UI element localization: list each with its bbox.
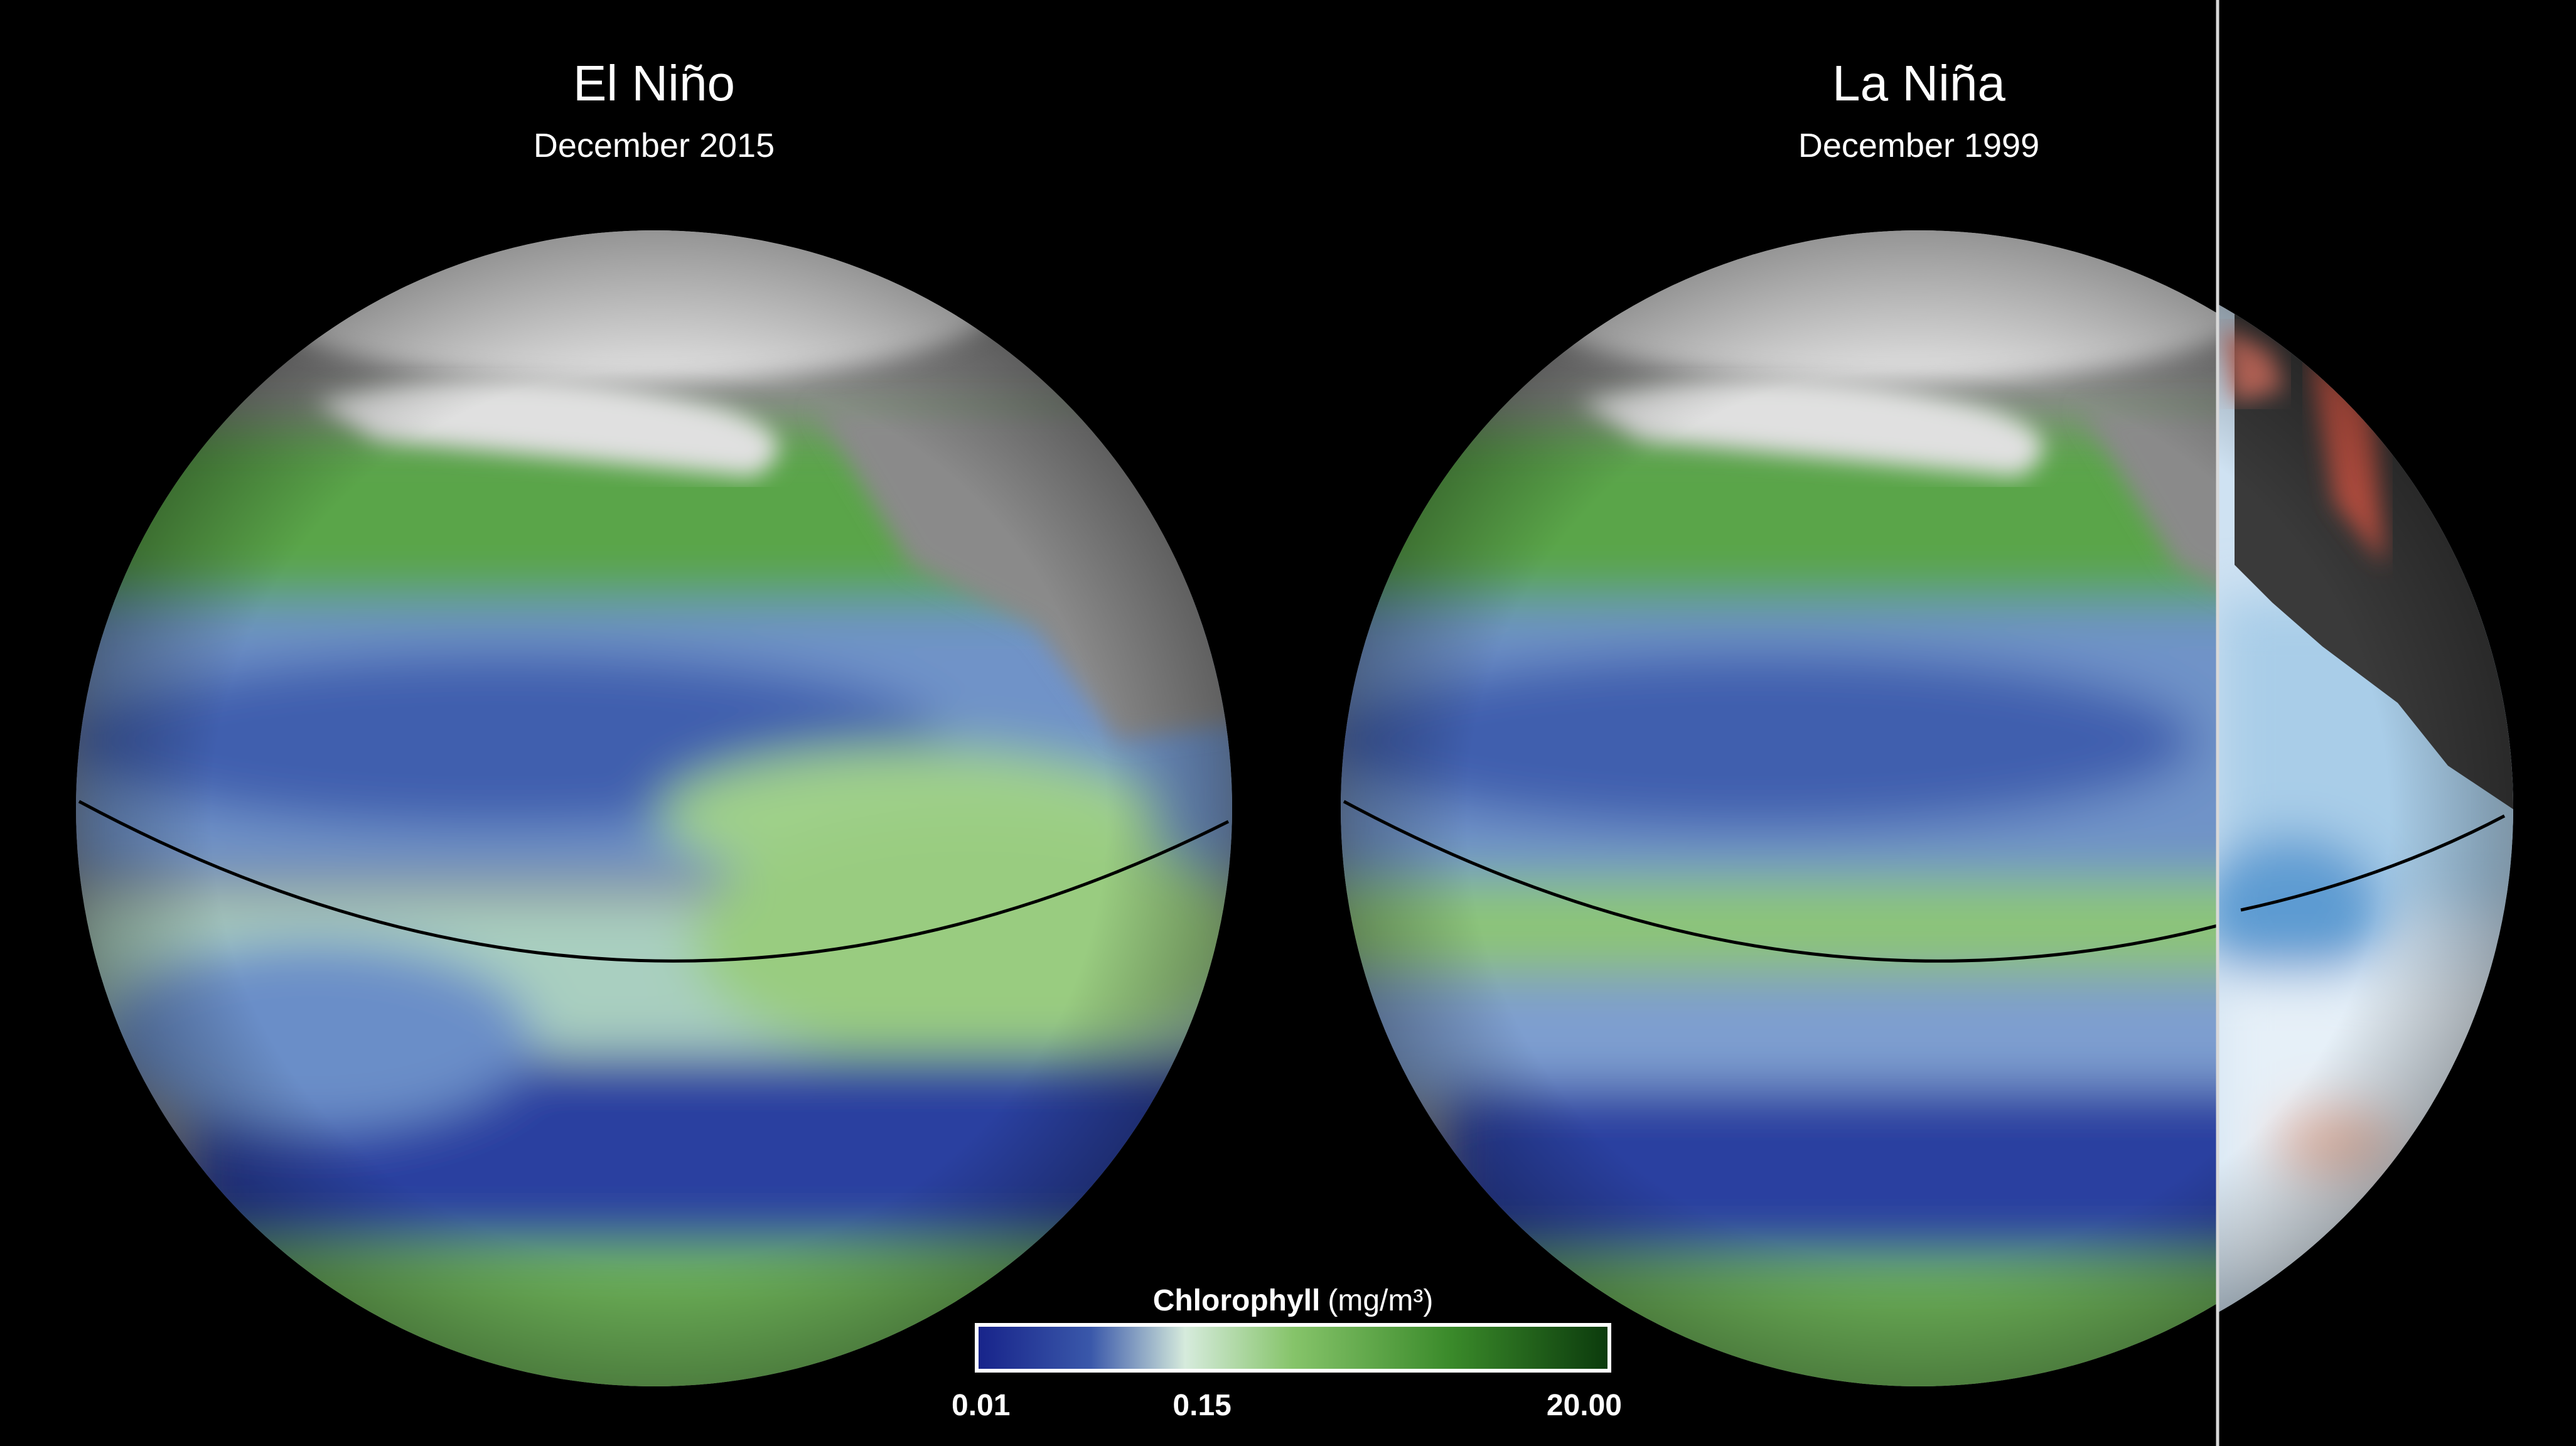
panel-subtitle: December 1999 — [1798, 127, 2039, 164]
panel-title: El Niño — [573, 55, 735, 111]
colorbar — [975, 1323, 1611, 1373]
colorbar-tick-label: 0.15 — [1173, 1389, 1231, 1422]
panel-title: La Niña — [1832, 55, 2005, 111]
colorbar-unit: (mg/m³) — [1328, 1284, 1433, 1317]
globe-el-nino — [76, 230, 1232, 1386]
colorbar-tick-label: 0.01 — [952, 1389, 1010, 1422]
colorbar-label: Chlorophyll — [1153, 1284, 1321, 1317]
panel-subtitle: December 2015 — [534, 127, 775, 164]
colorbar-title: Chlorophyll (mg/m³) — [1153, 1284, 1434, 1317]
colorbar-tick-label: 20.00 — [1547, 1389, 1622, 1422]
colorbar-ticks: 0.01 0.15 20.00 — [952, 1389, 1622, 1422]
